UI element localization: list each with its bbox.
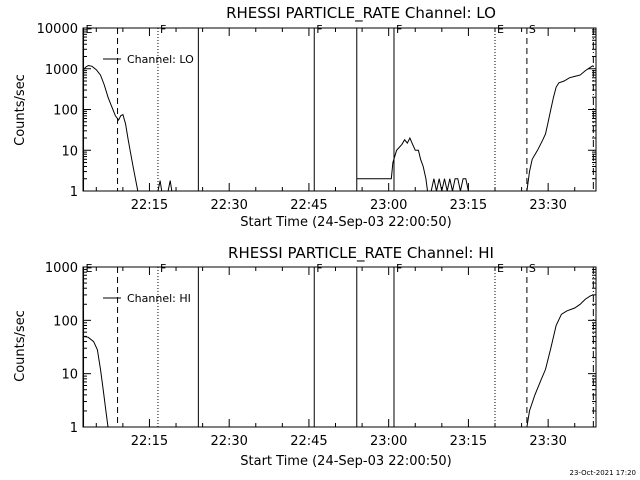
chart-lo-marker-label: F [396,23,402,36]
chart-lo-ytick-label: 10000 [37,22,78,37]
chart-lo-title: RHESSI PARTICLE_RATE Channel: LO [226,4,496,23]
chart-lo-x-label: Start Time (24-Sep-03 22:00:50) [240,215,451,230]
chart-hi-series-channel-hi [82,294,594,428]
chart-hi-y-label: Counts/sec [13,310,28,382]
chart-lo-x-axis: 22:15 22:30 22:45 23:00 23:15 23:30 [95,28,576,213]
chart-hi-marker-label: F [316,262,322,275]
chart-hi-marker-label: S [529,262,536,275]
chart-lo-series-segment [82,64,139,192]
chart-hi-x-label: Start Time (24-Sep-03 22:00:50) [240,454,451,469]
chart-hi-xtick-label: 22:15 [131,434,168,449]
chart-hi: RHESSI PARTICLE_RATE Channel: HI 1101001… [13,244,597,469]
chart-lo-xtick-label: 22:45 [290,198,327,213]
chart-lo-marker-label: S [529,23,536,36]
chart-hi-ytick-label: 1000 [45,261,78,276]
chart-lo-xtick-label: 22:15 [131,198,168,213]
chart-hi-marker-label: E [86,262,93,275]
chart-lo-xtick-label: 23:30 [529,198,566,213]
chart-lo-ytick-label: 1 [70,185,78,200]
chart-hi-ytick-label: 1 [70,421,78,436]
chart-lo-ytick-label: 1000 [45,63,78,78]
chart-hi-series-segment [526,294,594,428]
footer-timestamp: 23-Oct-2021 17:20 [570,469,636,477]
chart-lo-legend: Channel: LO [103,53,194,66]
chart-hi-marker-label: F [160,262,166,275]
chart-hi-title: RHESSI PARTICLE_RATE Channel: HI [228,244,494,263]
chart-lo-legend-label: Channel: LO [127,53,194,66]
chart-hi-xtick-label: 22:45 [290,434,327,449]
chart-hi-xtick-label: 23:15 [450,434,487,449]
chart-lo-ytick-label: 10 [61,144,78,159]
chart-lo-y-axis: 1 10 100 1000 10000 [37,22,596,200]
chart-lo-series-segment [157,180,173,192]
chart-lo-series-channel-lo [82,64,594,192]
chart-hi-y-axis: 1 10 100 1000 [45,261,596,436]
chart-lo-ytick-label: 100 [53,104,78,119]
chart-lo-series-segment [356,136,428,192]
chart-lo-xtick-label: 23:00 [370,198,407,213]
chart-hi-marker-label: F [396,262,402,275]
chart-lo-xtick-label: 22:30 [210,198,247,213]
chart-hi-legend-label: Channel: HI [127,292,191,305]
chart-hi-xtick-label: 23:00 [370,434,407,449]
chart-hi-series-segment [82,335,109,428]
chart-lo-marker-label: E [86,23,93,36]
chart-lo-marker-label: E [497,23,504,36]
chart-hi-legend: Channel: HI [103,292,191,305]
chart-lo: RHESSI PARTICLE_RATE Channel: LO 1101001… [13,4,597,230]
chart-lo-marker-label: F [160,23,166,36]
chart-lo-y-label: Counts/sec [13,74,28,146]
chart-hi-ytick-label: 10 [61,368,78,383]
chart-lo-series-segment [526,65,594,192]
chart-hi-xtick-label: 22:30 [210,434,247,449]
chart-lo-xtick-label: 23:15 [450,198,487,213]
chart-lo-series-segment [430,178,469,192]
chart-hi-ytick-label: 100 [53,314,78,329]
chart-lo-marker-label: F [316,23,322,36]
chart-hi-xtick-label: 23:30 [529,434,566,449]
chart-hi-frame [82,266,597,428]
chart-hi-marker-label: E [497,262,504,275]
